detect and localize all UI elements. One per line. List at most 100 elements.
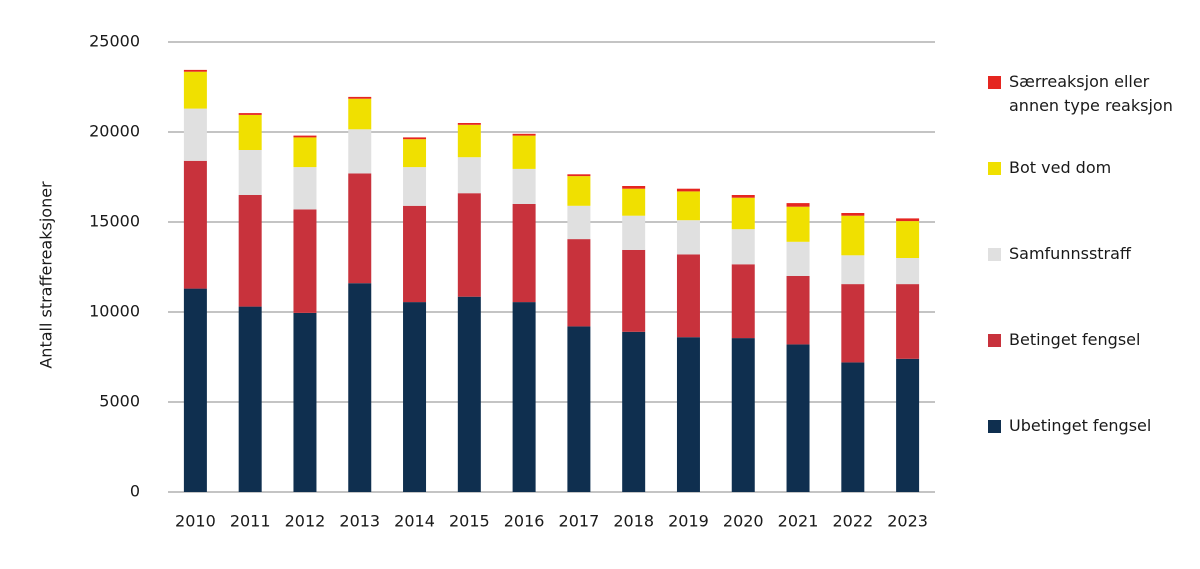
bar-segment: [841, 284, 865, 363]
bar-segment: [403, 302, 427, 492]
y-tick-label: 15000: [89, 212, 140, 231]
bar-segment: [512, 133, 536, 136]
x-tick-label: 2020: [723, 512, 764, 531]
bar-segment: [896, 358, 920, 492]
x-tick-label: 2023: [887, 512, 928, 531]
bar-segment: [622, 249, 646, 332]
x-tick-label: 2014: [394, 512, 435, 531]
legend-swatch: [988, 162, 1001, 175]
bar-segment: [512, 302, 536, 492]
legend-swatch: [988, 76, 1001, 89]
x-tick-label: 2019: [668, 512, 709, 531]
bar-segment: [786, 206, 810, 242]
legend-item: Betinget fengsel: [988, 328, 1188, 352]
bar-segment: [676, 188, 700, 192]
bar-segment: [731, 338, 755, 492]
bar-segment: [457, 193, 481, 297]
bar-segment: [512, 168, 536, 204]
bar-segment: [896, 218, 920, 222]
legend-label: Bot ved dom: [1009, 158, 1112, 177]
bar-segment: [348, 173, 372, 284]
bar-segment: [348, 283, 372, 492]
bar-segment: [786, 276, 810, 345]
bar-segment: [238, 195, 262, 307]
x-tick-label: 2021: [778, 512, 819, 531]
x-tick-label: 2010: [175, 512, 216, 531]
x-tick-label: 2013: [339, 512, 380, 531]
legend-item: Bot ved dom: [988, 156, 1188, 180]
x-tick-label: 2022: [832, 512, 873, 531]
bar-segment: [896, 284, 920, 359]
bar-segment: [786, 203, 810, 207]
bar-segment: [567, 326, 591, 492]
bar-segment: [567, 205, 591, 240]
bar-segment: [786, 344, 810, 492]
bar-segment: [841, 362, 865, 492]
bar-segment: [676, 254, 700, 338]
bar-segment: [293, 135, 317, 138]
y-tick-label: 10000: [89, 302, 140, 321]
x-tick-label: 2017: [559, 512, 600, 531]
y-tick-label: 0: [130, 482, 140, 501]
bar-segment: [567, 174, 591, 177]
bar-segment: [457, 296, 481, 492]
bar-segment: [457, 124, 481, 158]
bar-segment: [183, 288, 207, 492]
bar-segment: [841, 213, 865, 216]
bar-segment: [622, 188, 646, 216]
bar-segment: [238, 113, 262, 115]
y-tick-label: 20000: [89, 122, 140, 141]
y-axis-label: Antall straffereaksjoner: [37, 181, 56, 369]
legend-swatch: [988, 248, 1001, 261]
bar-segment: [841, 215, 865, 256]
x-tick-label: 2011: [230, 512, 271, 531]
legend-label: Samfunnsstraff: [1009, 244, 1131, 263]
x-tick-label: 2012: [285, 512, 326, 531]
bar-segment: [512, 135, 536, 169]
bar-segment: [731, 264, 755, 339]
bar-segment: [622, 215, 646, 250]
bar-segment: [403, 139, 427, 168]
legend-label: Ubetinget fengsel: [1009, 416, 1152, 435]
bar-segment: [567, 239, 591, 327]
x-tick-label: 2016: [504, 512, 545, 531]
bar-segment: [676, 191, 700, 221]
bar-segment: [348, 98, 372, 130]
bar-segment: [731, 229, 755, 265]
bar-segment: [238, 306, 262, 492]
bar-segment: [403, 205, 427, 303]
bar-segment: [293, 209, 317, 313]
legend-item: Særreaksjon eller annen type reaksjon: [988, 70, 1188, 118]
bar-segment: [183, 108, 207, 161]
bar-segment: [896, 221, 920, 258]
bar-segment: [238, 150, 262, 195]
bar-segment: [622, 331, 646, 492]
legend-label: Betinget fengsel: [1009, 330, 1141, 349]
y-tick-label: 25000: [89, 32, 140, 51]
y-tick-label: 5000: [99, 392, 140, 411]
bar-segment: [731, 195, 755, 198]
bar-segment: [403, 137, 427, 140]
bar-segment: [183, 71, 207, 109]
legend-item: Samfunnsstraff: [988, 242, 1188, 266]
bar-segment: [786, 241, 810, 276]
x-tick-label: 2018: [613, 512, 654, 531]
bar-segment: [238, 114, 262, 150]
bar-segment: [348, 129, 372, 174]
bar-segment: [457, 157, 481, 194]
legend-item: Ubetinget fengsel: [988, 414, 1188, 438]
bar-segment: [567, 176, 591, 206]
bar-segment: [348, 96, 372, 99]
legend-swatch: [988, 420, 1001, 433]
bar-segment: [293, 137, 317, 168]
bar-segment: [183, 69, 207, 72]
bar-segment: [896, 258, 920, 285]
bar-segment: [841, 255, 865, 285]
legend-swatch: [988, 334, 1001, 347]
bar-segment: [676, 337, 700, 492]
bar-segment: [676, 220, 700, 255]
bar-segment: [457, 123, 481, 125]
x-tick-label: 2015: [449, 512, 490, 531]
